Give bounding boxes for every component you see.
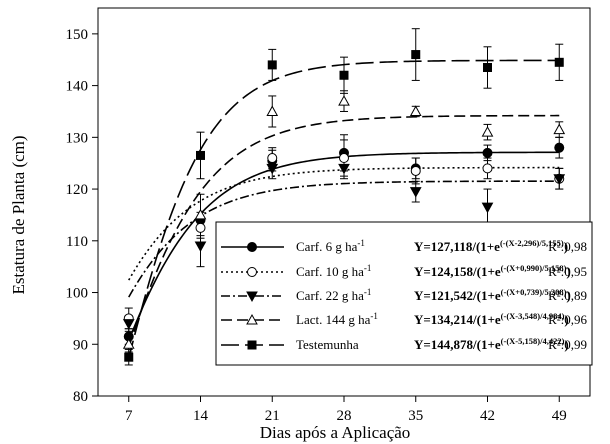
legend-r2-series-3: R²:0,89 <box>548 288 587 303</box>
data-point-series-3 <box>481 202 494 214</box>
data-point-series-2 <box>339 153 349 164</box>
data-point-series-2 <box>482 163 493 174</box>
legend-marker-series-2 <box>247 267 257 277</box>
x-tick-label: 35 <box>408 408 423 424</box>
y-tick-label: 80 <box>73 389 88 405</box>
legend-r2-series-2: R²:0,95 <box>548 264 587 279</box>
x-tick-label: 21 <box>265 408 280 424</box>
x-axis: 7 14 21 28 35 42 49 <box>125 396 567 424</box>
legend-label-series-1: Carf. 6 g ha-1 <box>296 238 365 254</box>
y-tick-label: 100 <box>66 286 89 302</box>
y-axis: 80 90 100 110 120 130 140 150 <box>66 27 98 405</box>
legend-label-series-4: Lact. 144 g ha-1 <box>296 311 378 327</box>
legend-box <box>215 221 593 366</box>
data-point-series-5 <box>483 62 492 72</box>
y-tick-label: 90 <box>73 337 88 353</box>
legend-label-series-5: Testemunha <box>296 337 359 352</box>
x-tick-label: 28 <box>337 408 352 424</box>
data-point-series-4 <box>338 95 350 106</box>
data-point-series-2 <box>195 222 206 233</box>
x-tick-label: 42 <box>480 408 495 424</box>
legend-equation-series-3: Y=121,542/(1+e(-(X+0,739)/5,208)) <box>414 287 571 303</box>
x-tick-label: 7 <box>125 408 133 424</box>
legend-label-series-3: Carf. 22 g ha-1 <box>296 287 371 303</box>
legend-marker-series-5 <box>247 340 257 350</box>
y-axis-title: Estatura de Planta (cm) <box>9 135 28 294</box>
data-markers <box>122 50 566 362</box>
data-point-series-2 <box>410 165 421 176</box>
legend-r2-series-1: R²:0,98 <box>548 239 587 254</box>
y-tick-label: 140 <box>66 79 89 95</box>
data-point-series-3 <box>194 241 207 253</box>
data-point-series-5 <box>339 70 349 80</box>
data-point-series-1 <box>554 142 565 153</box>
data-point-series-5 <box>267 60 277 70</box>
x-axis-title: Dias após a Aplicação <box>260 423 411 442</box>
legend-equation-series-4: Y=134,214/(1+e(-(X-3,548)/4,984)) <box>414 311 569 327</box>
legend-r2-series-4: R²:0,96 <box>548 312 587 327</box>
data-point-series-3 <box>266 163 279 175</box>
y-tick-label: 150 <box>66 27 89 43</box>
data-point-series-3 <box>338 163 350 175</box>
data-point-series-4 <box>409 105 422 116</box>
legend-equation-series-2: Y=124,158/(1+e(-(X+0,990)/5,158)) <box>414 263 571 279</box>
legend-marker-series-3 <box>246 291 258 303</box>
data-point-series-4 <box>194 208 207 220</box>
data-point-series-4 <box>122 338 135 349</box>
legend-equation-series-5: Y=144,878/(1+e(-(X-5,158)/4,422)) <box>414 336 569 352</box>
data-point-series-5 <box>196 150 205 160</box>
data-point-series-5 <box>554 57 564 67</box>
data-point-series-4 <box>553 123 566 135</box>
fit-curve-series-4 <box>127 114 560 348</box>
data-point-series-5 <box>124 352 134 362</box>
data-point-series-3 <box>409 187 422 198</box>
data-point-series-3 <box>122 319 135 330</box>
data-point-series-5 <box>411 50 421 60</box>
legend-r2-series-5: R²:0,99 <box>548 337 587 352</box>
y-tick-label: 120 <box>66 182 89 198</box>
legend-marker-series-1 <box>247 242 257 252</box>
data-point-series-4 <box>481 126 494 137</box>
legend: Carf. 6 g ha-1 Y=127,118/(1+e(-(X-2,296)/… <box>215 221 593 366</box>
data-point-series-3 <box>553 174 566 185</box>
legend-equation-series-1: Y=127,118/(1+e(-(X-2,296)/5,155)) <box>414 238 568 254</box>
x-tick-label: 14 <box>193 408 209 424</box>
data-point-series-2 <box>267 153 278 164</box>
legend-label-series-2: Carf. 10 g ha-1 <box>296 263 371 279</box>
data-point-series-4 <box>266 105 279 116</box>
y-tick-label: 110 <box>66 234 88 250</box>
legend-marker-series-4 <box>246 313 258 325</box>
data-point-series-1 <box>482 147 493 158</box>
y-tick-label: 130 <box>66 130 89 146</box>
x-tick-label: 49 <box>552 408 567 424</box>
